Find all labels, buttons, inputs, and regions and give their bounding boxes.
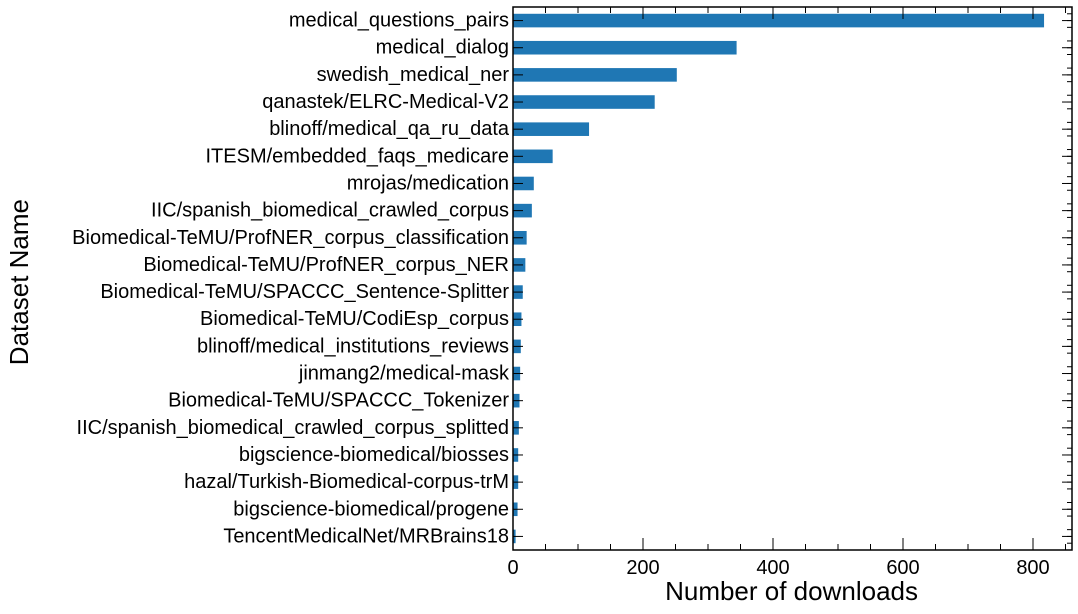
bar (513, 13, 1045, 28)
bar (513, 122, 590, 136)
x-tick-label: 400 (756, 557, 789, 579)
x-tick-label: 800 (1016, 557, 1049, 579)
category-label: qanastek/ELRC-Medical-V2 (262, 91, 509, 113)
category-label: blinoff/medical_institutions_reviews (197, 335, 509, 357)
category-label: TencentMedicalNet/MRBrains18 (223, 525, 509, 547)
category-label: mrojas/medication (347, 172, 509, 194)
y-axis-title: Dataset Name (4, 199, 34, 365)
x-tick-label: 0 (507, 557, 518, 579)
category-label: Biomedical-TeMU/ProfNER_corpus_NER (143, 254, 509, 276)
bar (513, 149, 553, 164)
x-tick-label: 200 (626, 557, 659, 579)
bar (513, 40, 737, 55)
category-label: ITESM/embedded_faqs_medicare (206, 145, 510, 167)
category-label: bigscience-biomedical/biosses (239, 444, 509, 466)
category-labels-group: medical_questions_pairs medical_dialogswe… (72, 10, 510, 548)
category-label: hazal/Turkish-Biomedical-corpus-trM (184, 471, 509, 493)
x-axis-title: Number of downloads (665, 576, 918, 606)
category-label: swedish_medical_ner (317, 64, 510, 86)
category-label: medical_dialog (376, 37, 509, 59)
category-label: Biomedical-TeMU/ProfNER_corpus_classific… (72, 227, 509, 249)
category-label: Biomedical-TeMU/SPACCC_Tokenizer (168, 390, 509, 412)
category-label: IIC/spanish_biomedical_crawled_corpus (151, 200, 509, 222)
bars-group (513, 13, 1045, 544)
bar (513, 176, 534, 191)
category-label: blinoff/medical_qa_ru_data (269, 118, 510, 140)
plot-frame (512, 6, 1073, 551)
x-tick-label: 600 (886, 557, 919, 579)
category-label: Biomedical-TeMU/CodiEsp_corpus (200, 308, 509, 330)
category-label: Biomedical-TeMU/SPACCC_Sentence-Splitter (100, 281, 509, 303)
axis-ticks-group: 0 200 400 600 800 (507, 7, 1072, 579)
category-label: IIC/spanish_biomedical_crawled_corpus_sp… (77, 417, 509, 439)
bar (513, 68, 677, 82)
category-label: jinmang2/medical-mask (298, 363, 510, 385)
bar (513, 95, 655, 109)
category-label: bigscience-biomedical/progene (233, 498, 509, 520)
category-label: medical_questions_pairs (289, 10, 509, 32)
